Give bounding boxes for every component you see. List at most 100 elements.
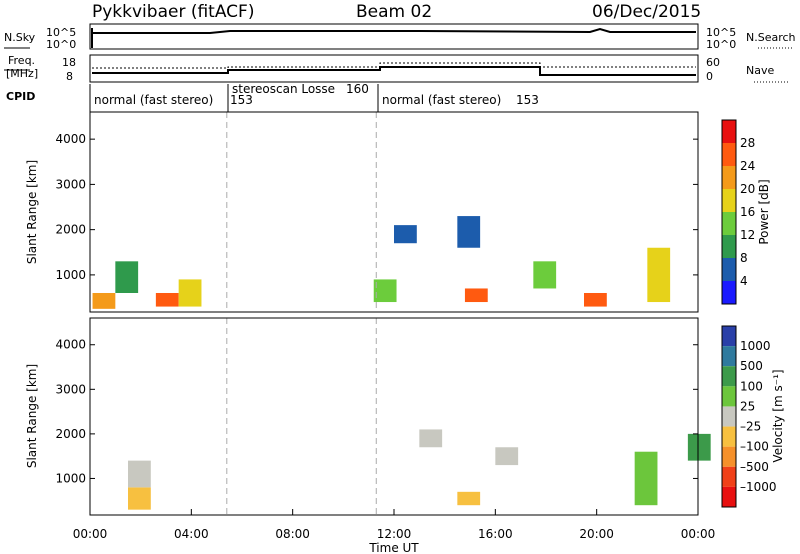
colorbar-segment — [722, 406, 736, 427]
colorbar-segment — [722, 386, 736, 407]
colorbar-tick-label: 16 — [740, 205, 755, 219]
x-tick-label: 08:00 — [275, 527, 310, 541]
colorbar-frame — [721, 119, 737, 305]
power-colorbar-segments: 4 8 12 16 20 24 28 — [721, 119, 755, 305]
colorbar-tick-label: –1000 — [740, 480, 777, 494]
colorbar-tick-label: 8 — [740, 251, 748, 265]
velocity-cells — [128, 318, 711, 515]
freq-tick-bottom: 8 — [66, 70, 73, 83]
heatmap-cell — [178, 279, 202, 307]
heatmap-cell — [419, 429, 443, 448]
cpid-mode-2-id: 160 — [346, 82, 369, 96]
colorbar-segment — [722, 366, 736, 387]
heatmap-cell — [115, 261, 139, 293]
y-tick-label: 4000 — [55, 338, 86, 352]
heatmap-cell — [128, 460, 151, 488]
colorbar-tick-label: –100 — [740, 440, 769, 454]
heatmap-cell — [373, 279, 397, 303]
x-tick-label: 00:00 — [73, 527, 108, 541]
velocity-colorbar: 1000 500 100 25 –25 –100 –500 –1000 Velocity [m… — [721, 325, 785, 508]
colorbar-segment — [722, 166, 736, 189]
colorbar-tick-label: –25 — [740, 420, 761, 434]
nsky-tick-bottom: 10^0 — [46, 38, 76, 51]
heatmap-cell — [584, 292, 607, 307]
y-tick-label: 1000 — [55, 268, 86, 282]
date-label: 06/Dec/2015 — [592, 2, 701, 22]
power-frame — [89, 111, 699, 313]
velocity-colorbar-label: Velocity [m s⁻¹] — [771, 369, 785, 462]
heatmap-cell — [155, 292, 179, 307]
colorbar-segment — [722, 258, 736, 281]
x-tick-label: 00:00 — [681, 527, 716, 541]
power-colorbar-label: Power [dB] — [757, 179, 771, 244]
colorbar-segment — [722, 486, 736, 507]
cpid-label: CPID — [6, 90, 35, 103]
cpid-mode-3-id: 153 — [516, 93, 539, 107]
heatmap-cell — [457, 491, 481, 506]
colorbar-tick-label: 12 — [740, 228, 755, 242]
nave-tick-top: 60 — [706, 56, 720, 69]
nsky-tick-top: 10^5 — [46, 26, 76, 39]
heatmap-cell — [495, 447, 519, 466]
colorbar-segment — [722, 189, 736, 212]
nave-trace — [92, 62, 696, 69]
velocity-x-ticks: 00:00 04:00 08:00 12:00 16:00 20:00 00:00 — [73, 509, 716, 541]
x-tick-label: 12:00 — [377, 527, 412, 541]
y-tick-label: 3000 — [55, 177, 86, 191]
colorbar-tick-label: 24 — [740, 159, 755, 173]
x-tick-label: 20:00 — [579, 527, 614, 541]
freq-label-2: [MHz] — [6, 67, 38, 80]
colorbar-tick-label: 1000 — [740, 339, 771, 353]
y-tick-label: 1000 — [55, 471, 86, 485]
freq-strip — [89, 54, 699, 83]
colorbar-segment — [722, 346, 736, 367]
cpid-mode-1: normal (fast stereo) — [94, 93, 213, 107]
colorbar-tick-label: –500 — [740, 460, 769, 474]
heatmap-cell — [394, 225, 417, 244]
nsky-strip — [89, 23, 699, 50]
nsearch-label: N.Search — [746, 31, 796, 44]
colorbar-tick-label: 100 — [740, 379, 763, 393]
colorbar-segment — [722, 326, 736, 347]
nave-label: Nave — [746, 64, 774, 77]
power-cells — [92, 112, 671, 312]
velocity-colorbar-segments: 1000 500 100 25 –25 –100 –500 –1000 — [721, 325, 777, 508]
power-ylabel: Slant Range [km] — [25, 160, 39, 264]
y-tick-label: 2000 — [55, 427, 86, 441]
heatmap-cell — [464, 288, 488, 303]
heatmap-cell — [533, 261, 557, 289]
nsearch-tick-top: 10^5 — [706, 26, 736, 39]
colorbar-tick-label: 4 — [740, 274, 748, 288]
colorbar-segment — [722, 120, 736, 143]
freq-label-1: Freq. — [8, 54, 35, 67]
nsky-label: N.Sky — [4, 31, 36, 44]
radar-title: Pykkvibaer (fitACF) — [92, 2, 254, 22]
colorbar-tick-label: 25 — [740, 399, 755, 413]
y-tick-label: 3000 — [55, 382, 86, 396]
velocity-panel: 1000 2000 3000 4000 00:00 04:00 08:00 12:00 16:… — [25, 317, 716, 554]
freq-trace — [92, 66, 696, 76]
power-panel: 1000 2000 3000 4000 Slant Range [km] — [25, 111, 699, 313]
beam-label: Beam 02 — [356, 2, 432, 22]
heatmap-cell — [128, 487, 151, 510]
velocity-frame — [89, 317, 699, 516]
nsearch-tick-bottom: 10^0 — [706, 38, 736, 51]
colorbar-segment — [722, 212, 736, 235]
heatmap-cell — [634, 451, 658, 506]
cpid-mode-3: normal (fast stereo) — [382, 93, 501, 107]
colorbar-tick-label: 20 — [740, 182, 755, 196]
y-tick-label: 2000 — [55, 223, 86, 237]
cpid-mode-1-id: 153 — [230, 93, 253, 107]
colorbar-tick-label: 500 — [740, 359, 763, 373]
velocity-ylabel: Slant Range [km] — [25, 364, 39, 468]
colorbar-tick-label: 28 — [740, 136, 755, 150]
heatmap-cell — [647, 247, 671, 303]
power-colorbar: 4 8 12 16 20 24 28 Power [dB] — [721, 119, 771, 305]
freq-tick-top: 18 — [62, 56, 76, 69]
colorbar-segment — [722, 235, 736, 258]
heatmap-cell — [457, 216, 481, 248]
colorbar-frame — [721, 325, 737, 508]
heatmap-cell — [687, 433, 711, 461]
x-tick-label: 04:00 — [174, 527, 209, 541]
